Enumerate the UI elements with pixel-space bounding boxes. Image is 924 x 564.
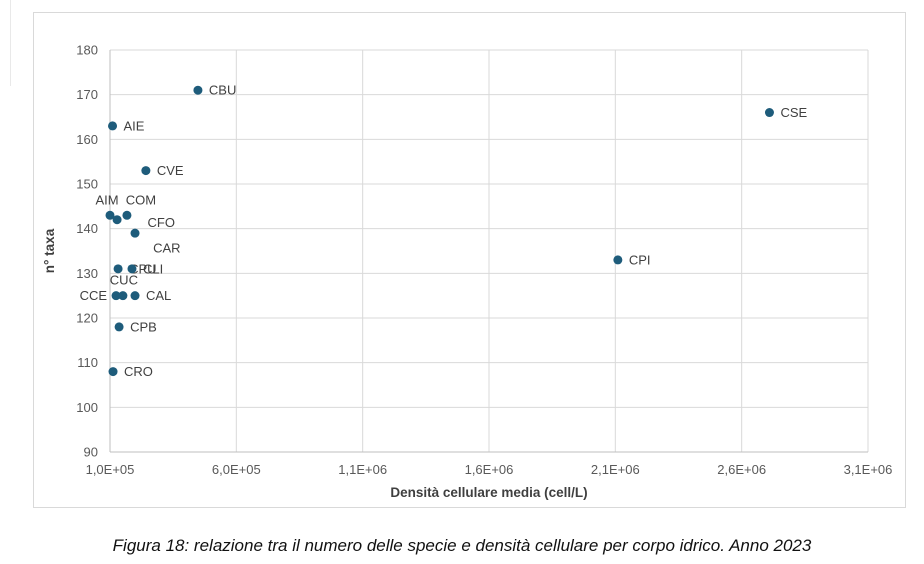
- data-point: [193, 85, 203, 95]
- scatter-chart: 1,0E+05 6,0E+05 1,1E+06 1,6E+06 2,1E+06 2,6E+…: [33, 12, 906, 508]
- y-axis-title: n° taxa: [42, 228, 57, 273]
- point-label: CPB: [130, 319, 157, 334]
- point-label: CAL: [146, 288, 171, 303]
- y-tick-label: 150: [76, 177, 98, 192]
- data-point: [127, 264, 137, 274]
- point-label: CSE: [780, 105, 807, 120]
- y-tick-label: 120: [76, 311, 98, 326]
- data-point: [111, 291, 121, 301]
- point-label: CBU: [209, 83, 236, 98]
- point-label: CPU: [129, 261, 156, 276]
- y-tick-label: 140: [76, 221, 98, 236]
- data-point: [613, 255, 623, 265]
- data-point: [105, 210, 115, 220]
- y-tick-label: 110: [77, 355, 98, 370]
- data-point: [141, 166, 151, 176]
- data-point: [130, 291, 140, 301]
- point-label: CUC: [110, 273, 138, 288]
- y-tick-label: 180: [76, 43, 98, 58]
- point-label: CRO: [124, 364, 153, 379]
- y-tick-label: 100: [76, 400, 98, 415]
- x-tick-labels: 1,0E+05 6,0E+05 1,1E+06 1,6E+06 2,1E+06 2,6E+…: [86, 462, 893, 477]
- data-point: [764, 108, 774, 118]
- data-point: [114, 322, 124, 332]
- x-tick-label: 6,0E+05: [212, 462, 261, 477]
- x-tick-label: 3,1E+06: [844, 462, 893, 477]
- chart-border: [33, 12, 906, 508]
- data-point: [108, 121, 118, 131]
- point-label: CVE: [157, 163, 184, 178]
- data-point: [130, 228, 140, 238]
- point-label: CCE: [80, 288, 108, 303]
- y-tick-labels: 90 100 110 120 130 140 150 160 170 180: [76, 43, 98, 460]
- y-tick-label: 170: [76, 87, 98, 102]
- x-tick-label: 1,6E+06: [465, 462, 514, 477]
- point-label: CFO: [148, 215, 175, 230]
- data-point: [122, 210, 132, 220]
- data-point: [112, 215, 122, 225]
- y-tick-label: 90: [84, 445, 98, 460]
- y-tick-label: 160: [76, 132, 98, 147]
- data-point: [113, 264, 123, 274]
- point-label: CPI: [629, 252, 651, 267]
- axes: [109, 50, 868, 453]
- data-points: [105, 85, 774, 377]
- point-label: AIE: [124, 118, 145, 133]
- point-label: COM: [126, 192, 156, 207]
- x-tick-label: 2,1E+06: [591, 462, 640, 477]
- x-tick-label: 1,0E+05: [86, 462, 135, 477]
- data-point: [108, 367, 118, 377]
- figure-caption: Figura 18: relazione tra il numero delle…: [112, 536, 812, 555]
- x-tick-label: 1,1E+06: [338, 462, 387, 477]
- x-axis-title: Densità cellulare media (cell/L): [390, 485, 587, 500]
- point-label: CAR: [153, 241, 180, 256]
- point-label: AIM: [95, 192, 118, 207]
- x-tick-label: 2,6E+06: [717, 462, 766, 477]
- page-edge-line: [10, 0, 11, 86]
- data-point: [118, 291, 128, 301]
- y-tick-label: 130: [76, 266, 98, 281]
- gridlines: [110, 49, 869, 452]
- point-label: CLI: [143, 261, 163, 276]
